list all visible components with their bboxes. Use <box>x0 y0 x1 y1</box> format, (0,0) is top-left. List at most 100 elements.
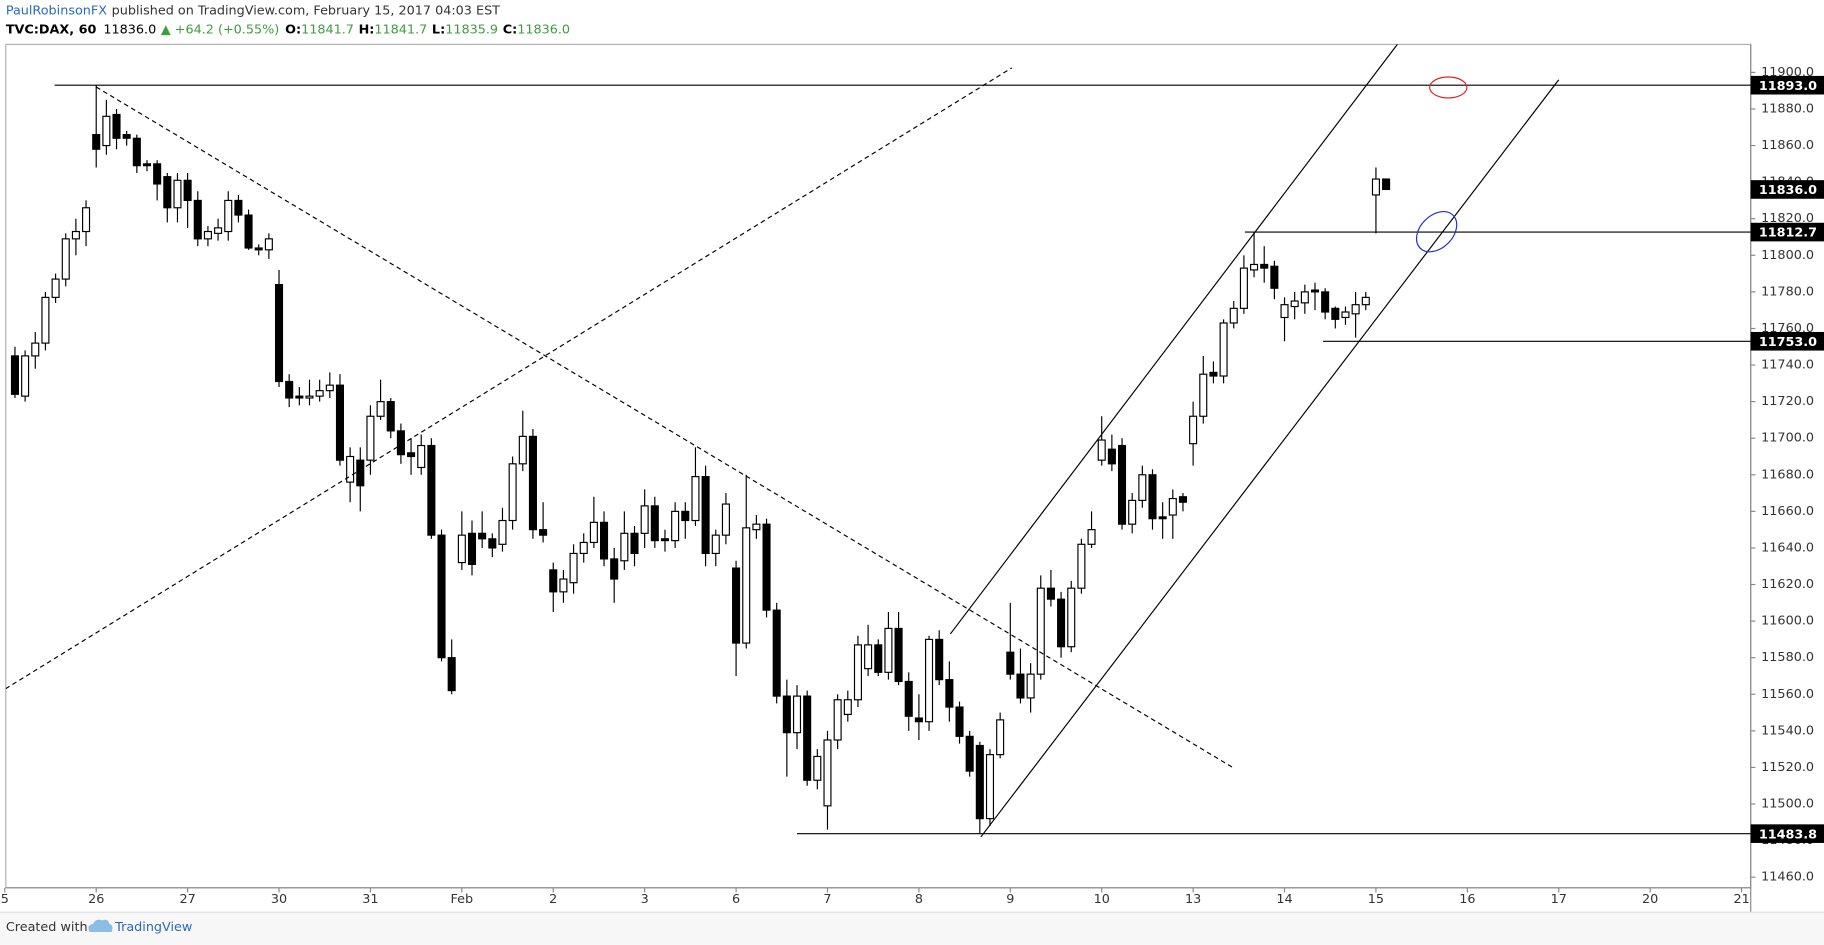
candle-body <box>224 199 233 233</box>
candle-body <box>1270 265 1279 289</box>
candle-body <box>488 538 497 549</box>
candle-body <box>782 695 791 734</box>
candle-body <box>264 238 273 251</box>
candle-body <box>691 476 700 522</box>
candle-body <box>437 534 446 659</box>
candle-body <box>874 644 883 673</box>
candle-body <box>82 207 91 233</box>
x-tick-label: 10 <box>1094 892 1110 907</box>
candle-body <box>853 644 862 701</box>
ohlc-value: 11836.0 <box>517 22 570 37</box>
level-label: 11753.0 <box>1759 335 1817 350</box>
change: ▲ +64.2 (+0.55%) <box>161 22 279 37</box>
x-tick-label: 26 <box>88 892 104 907</box>
author[interactable]: PaulRobinsonFX <box>6 3 107 18</box>
y-tick-label: 11600.0 <box>1761 614 1814 629</box>
last-price-label: 11836.0 <box>1759 183 1817 198</box>
candle-body <box>142 163 152 167</box>
candle-body <box>305 395 314 399</box>
candle-body <box>274 283 284 383</box>
candle-body <box>630 532 639 555</box>
candle-body <box>1351 304 1360 315</box>
x-tick-label: 31 <box>362 892 378 907</box>
candle-body <box>1382 178 1391 191</box>
candle-body <box>1117 444 1127 525</box>
candle-body <box>1239 267 1248 309</box>
candle-body <box>325 384 334 392</box>
candle-body <box>386 401 395 432</box>
candle-body <box>1219 322 1228 377</box>
candle-body <box>214 227 223 234</box>
x-tick-label: 16 <box>1459 892 1475 907</box>
candle-body <box>122 134 131 139</box>
candle-body <box>1178 496 1187 503</box>
candle-body <box>965 735 974 772</box>
candle-body <box>1057 598 1066 648</box>
x-tick-label: 21 <box>1733 892 1749 907</box>
candle-body <box>711 534 720 555</box>
x-tick-label: 3 <box>641 892 649 907</box>
y-tick-label: 11740.0 <box>1761 358 1814 373</box>
candle-body <box>1138 474 1147 501</box>
trend-line <box>5 67 1013 690</box>
candle-body <box>1016 673 1025 699</box>
candle-body <box>945 679 954 708</box>
candle-body <box>346 455 355 483</box>
last-price-box <box>1750 180 1824 199</box>
candle-body <box>1036 587 1045 675</box>
candle-body <box>1097 439 1106 461</box>
candle-body <box>772 609 781 697</box>
level-box <box>1750 331 1824 351</box>
y-tick-label: 11660.0 <box>1761 504 1814 519</box>
candle-body <box>671 510 680 542</box>
x-tick-label: 30 <box>271 892 287 907</box>
candle-body <box>843 699 852 715</box>
x-tick-label: 17 <box>1551 892 1567 907</box>
candle-body <box>467 532 477 565</box>
candle-body <box>102 115 111 147</box>
candle-body <box>254 247 263 251</box>
ohlc-key: H: <box>359 22 375 37</box>
candle-body <box>1107 448 1116 465</box>
level-label: 11812.7 <box>1759 226 1817 241</box>
x-tick-label: 7 <box>823 892 831 907</box>
candle-body <box>193 199 202 240</box>
ohlc-value: 11841.7 <box>374 22 427 37</box>
candle-body <box>10 355 19 395</box>
y-tick-label: 11580.0 <box>1761 650 1814 665</box>
footer-brand[interactable]: TradingView <box>114 920 192 935</box>
candle-body <box>640 505 649 534</box>
ohlc-key: L: <box>432 22 445 37</box>
candle-body <box>813 755 822 781</box>
candle-body <box>955 706 964 737</box>
x-tick-label: 5 <box>1 892 9 907</box>
candle-body <box>112 113 121 139</box>
level-box <box>1750 222 1824 242</box>
x-tick-label: 2 <box>549 892 557 907</box>
candle-body <box>1046 587 1055 600</box>
candle-body <box>1321 291 1330 313</box>
y-tick-label: 11680.0 <box>1761 467 1814 482</box>
y-tick-label: 11620.0 <box>1761 577 1814 592</box>
candle-body <box>285 380 294 399</box>
candle-body <box>1128 499 1137 525</box>
candle-body <box>925 638 934 723</box>
ohlc-key: C: <box>503 22 518 37</box>
last: 11836.0 <box>103 22 156 37</box>
candle-body <box>884 627 893 673</box>
candle-body <box>427 444 436 536</box>
footer-created: Created with <box>6 920 88 935</box>
y-tick-label: 11460.0 <box>1761 870 1814 885</box>
candle-body <box>132 137 141 167</box>
plot-area <box>5 44 1751 838</box>
x-tick-label: 14 <box>1276 892 1292 907</box>
candle-body <box>833 699 842 741</box>
candle-body <box>914 717 923 723</box>
published: published on TradingView.com, February 1… <box>112 3 501 18</box>
candle-body <box>681 510 690 522</box>
candle-body <box>752 523 761 531</box>
candle-body <box>163 176 172 209</box>
candle-body <box>1371 178 1380 196</box>
